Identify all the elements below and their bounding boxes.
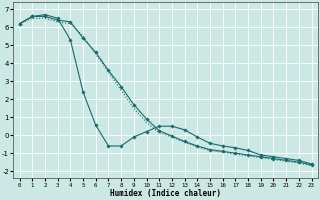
X-axis label: Humidex (Indice chaleur): Humidex (Indice chaleur) — [110, 189, 221, 198]
